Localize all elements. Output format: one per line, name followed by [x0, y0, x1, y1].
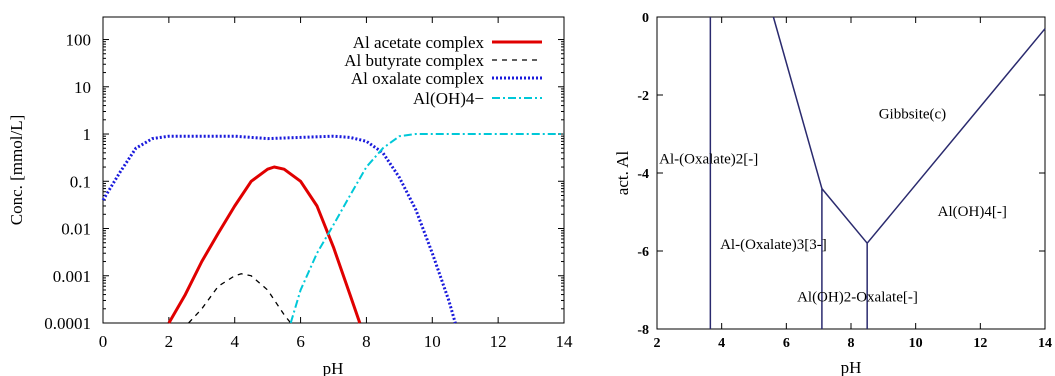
chart2-boundary-line-3: [866, 28, 1046, 244]
chart2-plot-frame: [656, 16, 1046, 330]
chart2-region-label-2: Al-(Oxalate)3[3-]: [720, 237, 827, 253]
chart2-region-labels: Gibbsite(c) Al-(Oxalate)2[-] Al-(Oxalate)3…: [659, 106, 1007, 305]
chart1-plot-frame: [102, 16, 565, 324]
chart2-x-tick-label: 6: [783, 336, 790, 351]
chart2-y-tick-label: -2: [637, 89, 649, 104]
chart2-x-tick-label: 14: [1038, 336, 1052, 351]
chart1-x-tick-label: 14: [556, 332, 574, 351]
chart1-ticks: 0 2 4 6 8 10 12 14 0.0001 0.001 0.01 0.1 1 10 100: [44, 17, 573, 351]
chart1-legend-label-1: Al butyrate complex: [344, 51, 484, 70]
chart2-y-tick-label: 0: [642, 11, 649, 26]
chart2-region-label-3: Al(OH)4[-]: [938, 204, 1007, 220]
chart1-y-tick-label: 1: [83, 125, 92, 144]
chart1-x-tick-label: 10: [424, 332, 441, 351]
chart1-x-tick-label: 12: [490, 332, 507, 351]
chart1-y-tick-label: 100: [66, 31, 92, 50]
chart2-boundary-line-1: [772, 16, 823, 189]
chart1-x-tick-label: 2: [165, 332, 174, 351]
chart1-x-tick-label: 8: [362, 332, 371, 351]
chart1-series-line-1: [188, 273, 292, 324]
chart2-x-tick-label: 2: [654, 336, 661, 351]
chart1-legend-label-3: Al(OH)4−: [413, 89, 484, 108]
chart1-series-line-2: [101, 134, 457, 324]
chart2-region-label-0: Gibbsite(c): [879, 106, 946, 122]
chart1-series-line-0: [167, 165, 362, 324]
chart1-series-line-3: [289, 133, 564, 324]
chart2-x-tick-label: 12: [973, 336, 987, 351]
chart1-legend-label-2: Al oxalate complex: [351, 69, 485, 88]
chart2-boundary-line-2: [821, 188, 868, 244]
chart2-region-label-1: Al-(Oxalate)2[-]: [659, 151, 758, 167]
chart1-y-tick-label: 0.0001: [44, 314, 91, 333]
chart1-x-tick-label: 4: [230, 332, 239, 351]
chart1-y-tick-label: 10: [74, 78, 91, 97]
chart2-y-axis-label: act. Al: [613, 151, 632, 196]
chart2-ticks: 2 4 6 8 10 12 14 0 -2 -4 -6 -8: [637, 11, 1052, 351]
chart1-y-tick-label: 0.01: [61, 220, 91, 239]
chart2-y-tick-label: -8: [637, 323, 649, 338]
chart2-y-tick-label: -6: [637, 245, 649, 260]
chart2-x-tick-label: 4: [718, 336, 725, 351]
chart2-y-tick-label: -4: [637, 167, 649, 182]
chart1-x-axis-label: pH: [323, 359, 344, 376]
chart1-x-tick-label: 0: [99, 332, 108, 351]
chart1-x-tick-label: 6: [296, 332, 305, 351]
chart2-region-label-4: Al(OH)2-Oxalate[-]: [797, 290, 918, 306]
chart2-x-axis-label: pH: [841, 358, 862, 376]
chart2-x-tick-label: 8: [848, 336, 855, 351]
chart1-legend-label-0: Al acetate complex: [353, 33, 485, 52]
chart2-boundaries: [709, 16, 1046, 329]
chart2-x-tick-label: 10: [909, 336, 923, 351]
chart1-y-tick-label: 0.001: [53, 267, 91, 286]
chart1-series: [101, 133, 564, 324]
chart1-y-tick-label: 0.1: [70, 172, 91, 191]
chart1-y-axis-label: Conc. [mmol/L]: [7, 115, 26, 225]
